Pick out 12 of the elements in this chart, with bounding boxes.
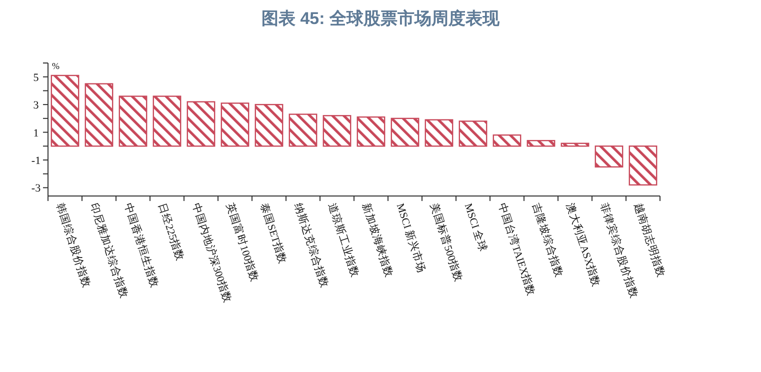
y-tick-label: 5: [33, 72, 40, 84]
x-tick-label: 日经225指数: [156, 202, 186, 262]
x-tick-label: MSCI 新兴市场: [394, 202, 429, 274]
x-tick-label: 新加坡海峡指数: [360, 202, 396, 279]
x-tick-label: 泰国SET指数: [258, 202, 289, 266]
y-axis-title: %: [52, 61, 60, 71]
y-tick-label: 3: [33, 100, 40, 112]
y-tick-label: 1: [33, 127, 39, 140]
chart-title: 图表 45: 全球股票市场周度表现: [261, 9, 500, 28]
x-tick-label: 越南胡志明指数: [632, 202, 668, 279]
y-tick-label: -3: [31, 182, 42, 195]
y-tick-label: -1: [31, 154, 41, 167]
